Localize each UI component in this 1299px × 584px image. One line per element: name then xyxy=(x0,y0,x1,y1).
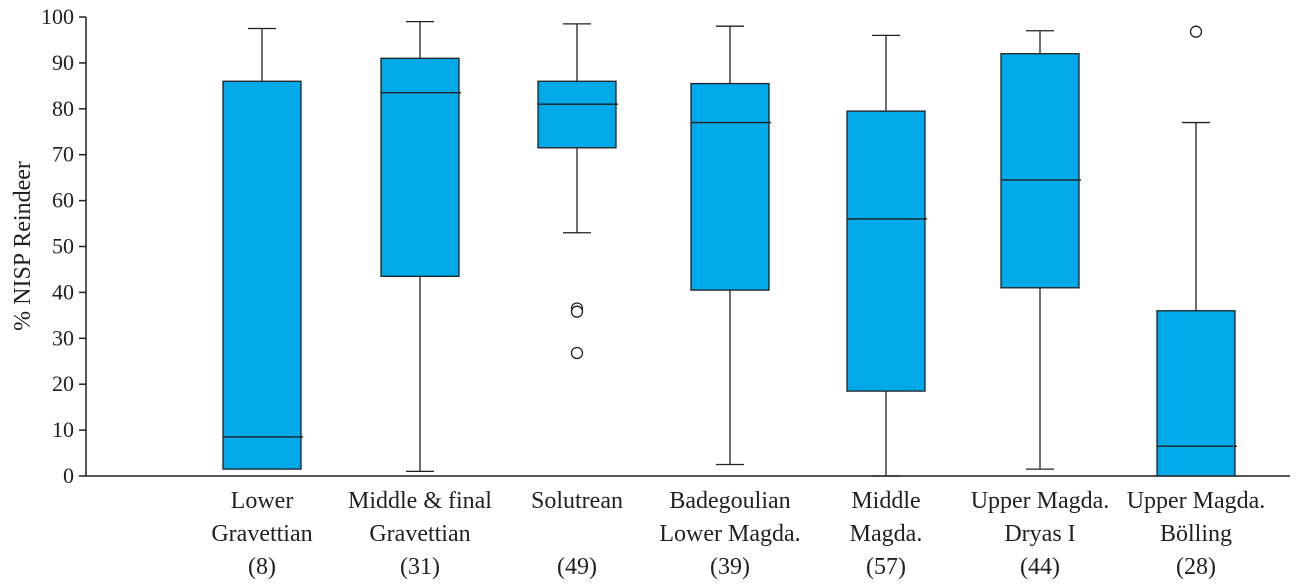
category-label-line: Upper Magda. xyxy=(1127,488,1266,514)
iqr-box xyxy=(537,80,617,149)
y-tick-label: 60 xyxy=(52,188,74,213)
y-tick-label: 40 xyxy=(52,279,74,304)
category-labels: Lower Gravettian (8) Middle & final Gravetti… xyxy=(211,488,1265,580)
category-label-line: Middle & final xyxy=(348,488,492,514)
box-6 xyxy=(1000,30,1081,470)
y-tick-label: 20 xyxy=(52,371,74,396)
category-label-line: Magda. xyxy=(850,521,923,547)
y-tick-label: 50 xyxy=(52,234,74,259)
category-label-line: (44) xyxy=(1020,554,1060,580)
category-label-line: Badegoulian xyxy=(669,488,790,514)
y-axis-title: % NISP Reindeer xyxy=(10,161,36,331)
iqr-box xyxy=(380,57,460,277)
category-label-line: Gravettian xyxy=(211,521,312,547)
outlier-point xyxy=(570,305,584,318)
category-label-line: Gravettian xyxy=(369,521,470,547)
category-label-line: (8) xyxy=(248,554,276,580)
category-label-line: (31) xyxy=(400,554,440,580)
category-label-line: Dryas I xyxy=(1004,521,1075,547)
boxes xyxy=(222,20,1237,477)
iqr-box xyxy=(846,110,926,392)
y-axis: 0 10 20 30 40 50 60 70 80 90 100 xyxy=(41,4,87,488)
iqr-box xyxy=(690,82,770,291)
category-label-line: (49) xyxy=(557,554,597,580)
y-tick-label: 80 xyxy=(52,96,74,121)
category-label-line: Solutrean xyxy=(531,488,623,514)
y-tick-label: 70 xyxy=(52,142,74,167)
category-label-line: Upper Magda. xyxy=(971,488,1110,514)
box-4 xyxy=(690,25,771,466)
category-label-line: (57) xyxy=(866,554,906,580)
y-tick-label: 30 xyxy=(52,325,74,350)
box-2 xyxy=(380,20,461,473)
box-7 xyxy=(1156,25,1237,477)
category-label-line: Bölling xyxy=(1160,521,1232,547)
iqr-box xyxy=(1000,53,1080,289)
box-1 xyxy=(222,27,303,470)
y-tick-label: 90 xyxy=(52,50,74,75)
y-tick-label: 10 xyxy=(52,417,74,442)
category-label-line: (28) xyxy=(1176,554,1216,580)
iqr-box xyxy=(222,80,302,470)
outlier-point xyxy=(570,346,584,360)
category-label-line: Lower Magda. xyxy=(659,521,800,547)
category-label-line: Middle xyxy=(851,488,920,514)
category-label-line: Lower xyxy=(231,488,294,514)
outlier-point xyxy=(1189,25,1203,38)
iqr-box xyxy=(1156,310,1236,477)
y-tick-label: 100 xyxy=(41,4,74,29)
category-label-line: (39) xyxy=(710,554,750,580)
box-5 xyxy=(846,34,927,477)
y-tick-label: 0 xyxy=(63,463,74,488)
box-3 xyxy=(537,23,618,360)
